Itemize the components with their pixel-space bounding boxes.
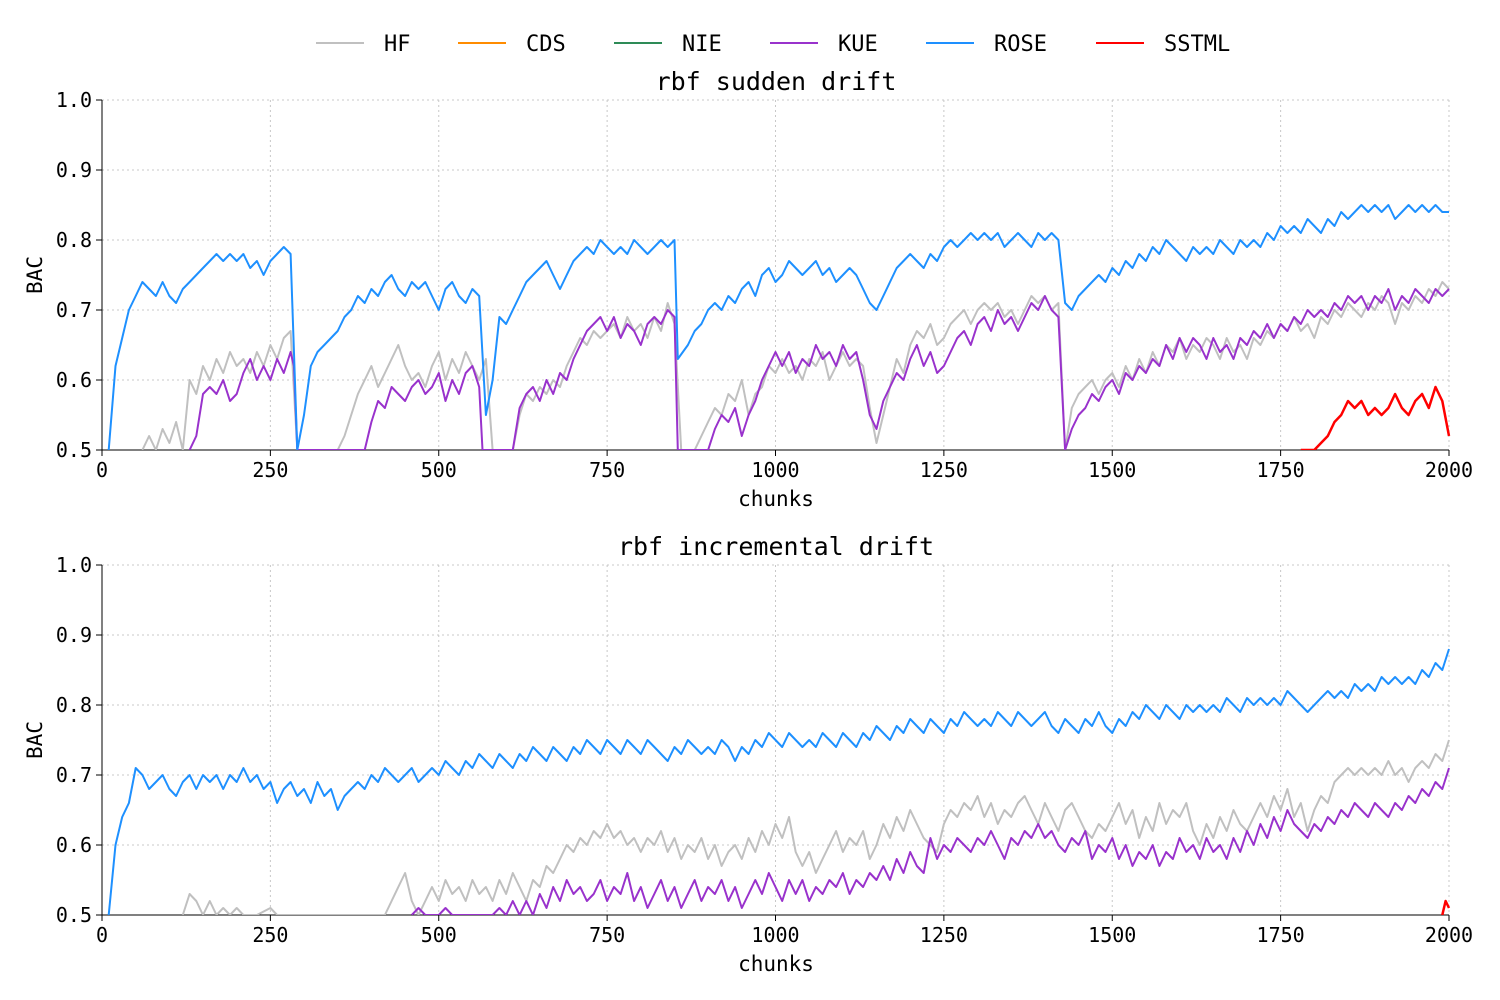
- legend-label: SSTML: [1164, 32, 1230, 57]
- legend-item-sstml: SSTML: [1096, 32, 1230, 57]
- x-tick-label: 2000: [1425, 458, 1473, 482]
- legend-label: CDS: [526, 32, 566, 57]
- x-tick-label: 500: [421, 923, 457, 947]
- y-tick-label: 0.7: [56, 763, 92, 787]
- plot-sudden-drift: rbf sudden drift chunks BAC 0 250 500 750 10…: [23, 67, 1473, 511]
- y-tick-label: 0.5: [56, 903, 92, 927]
- plot-incremental-drift: rbf incremental drift chunks BAC 0 250 500…: [23, 532, 1473, 976]
- y-tick-label: 1.0: [56, 553, 92, 577]
- y-tick-label: 1.0: [56, 88, 92, 112]
- y-axis-label: BAC: [23, 721, 47, 759]
- legend-item-nie: NIE: [614, 32, 722, 57]
- y-tick-label: 0.9: [56, 623, 92, 647]
- x-tick-label: 1500: [1088, 458, 1136, 482]
- x-tick-label: 1250: [920, 458, 968, 482]
- chart-title: rbf sudden drift: [656, 67, 897, 96]
- x-tick-label: 1500: [1088, 923, 1136, 947]
- legend-item-kue: KUE: [770, 32, 878, 57]
- legend-label: KUE: [838, 32, 878, 57]
- y-tick-label: 0.5: [56, 438, 92, 462]
- x-tick-label: 0: [96, 458, 108, 482]
- legend-label: ROSE: [994, 32, 1047, 57]
- x-axis-label: chunks: [738, 487, 814, 511]
- y-tick-label: 0.8: [56, 693, 92, 717]
- x-tick-label: 750: [589, 458, 625, 482]
- y-tick-label: 0.6: [56, 833, 92, 857]
- legend-item-rose: ROSE: [926, 32, 1047, 57]
- legend-label: NIE: [682, 32, 722, 57]
- chart-title: rbf incremental drift: [618, 532, 934, 561]
- x-tick-label: 1000: [751, 458, 799, 482]
- series-line-hf: [181, 739, 1450, 915]
- y-axis-label: BAC: [23, 256, 47, 294]
- series-line-kue: [188, 288, 1450, 450]
- x-tick-label: 1250: [920, 923, 968, 947]
- series-line-sstml: [1300, 385, 1451, 450]
- legend-item-cds: CDS: [458, 32, 566, 57]
- x-tick-label: 250: [252, 923, 288, 947]
- x-axis-label: chunks: [738, 952, 814, 976]
- series-line-sstml: [1441, 899, 1451, 915]
- y-tick-label: 0.6: [56, 368, 92, 392]
- x-tick-label: 1750: [1257, 923, 1305, 947]
- series-lines: [107, 204, 1451, 450]
- x-tick-label: 500: [421, 458, 457, 482]
- series-lines: [107, 648, 1451, 915]
- legend-label: HF: [384, 32, 411, 57]
- x-tick-label: 0: [96, 923, 108, 947]
- x-tick-label: 2000: [1425, 923, 1473, 947]
- series-line-rose: [107, 648, 1450, 915]
- y-tick-label: 0.7: [56, 298, 92, 322]
- series-line-hf: [141, 281, 1450, 450]
- series-line-rose: [107, 204, 1449, 450]
- x-tick-label: 750: [589, 923, 625, 947]
- y-tick-label: 0.9: [56, 158, 92, 182]
- legend: HF CDS NIE KUE ROSE SSTML: [316, 32, 1230, 57]
- x-tick-label: 250: [252, 458, 288, 482]
- grid: [101, 99, 1450, 451]
- y-tick-label: 0.8: [56, 228, 92, 252]
- legend-item-hf: HF: [316, 32, 411, 57]
- x-tick-label: 1750: [1257, 458, 1305, 482]
- series-line-kue: [411, 767, 1450, 915]
- x-tick-label: 1000: [751, 923, 799, 947]
